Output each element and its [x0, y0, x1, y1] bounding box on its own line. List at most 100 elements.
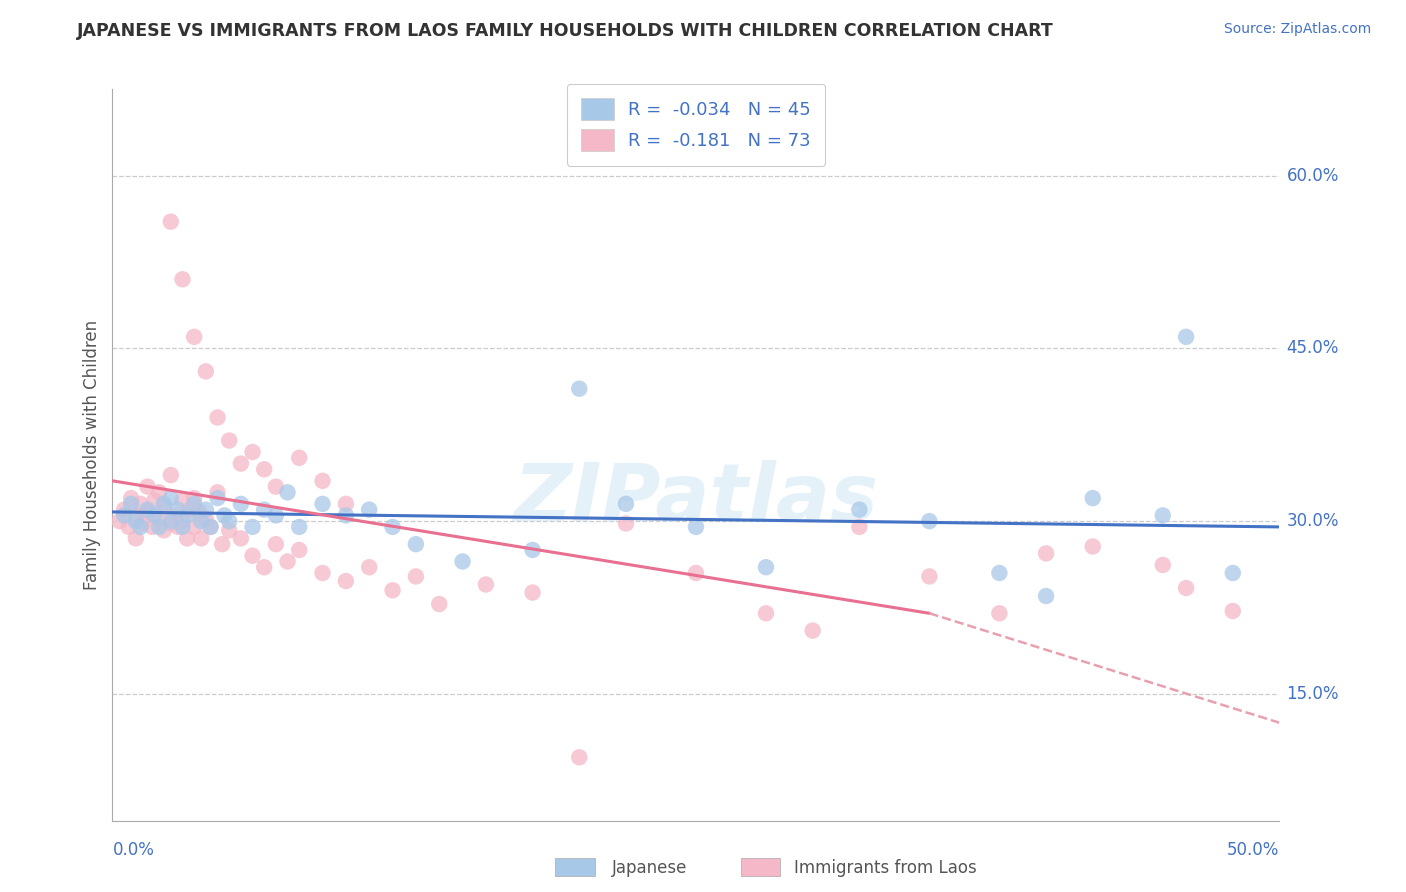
- Point: [755, 607, 778, 621]
- Point: [166, 502, 188, 516]
- Point: [141, 520, 163, 534]
- Point: [211, 537, 233, 551]
- Point: [918, 569, 941, 583]
- Point: [136, 480, 159, 494]
- Point: [132, 516, 155, 531]
- Point: [522, 543, 544, 558]
- Point: [125, 508, 148, 523]
- Point: [755, 560, 778, 574]
- Point: [183, 520, 205, 534]
- Point: [381, 520, 404, 534]
- Point: [200, 520, 222, 534]
- Point: [311, 474, 333, 488]
- Point: [1081, 491, 1104, 505]
- Point: [218, 524, 240, 538]
- Point: [1035, 546, 1057, 560]
- Point: [242, 445, 264, 459]
- Point: [153, 500, 176, 515]
- Point: [108, 514, 131, 528]
- Point: [335, 574, 357, 588]
- Point: [143, 508, 166, 523]
- Text: 15.0%: 15.0%: [1286, 685, 1339, 703]
- Point: [176, 508, 198, 523]
- Point: [207, 491, 229, 505]
- Point: [475, 577, 498, 591]
- Point: [614, 516, 637, 531]
- Point: [988, 607, 1011, 621]
- Point: [136, 505, 159, 519]
- Point: [194, 502, 217, 516]
- Point: [160, 468, 183, 483]
- Point: [165, 508, 187, 523]
- Point: [160, 514, 183, 528]
- Point: [125, 532, 148, 546]
- Point: [288, 543, 311, 558]
- Point: [242, 520, 264, 534]
- Point: [200, 520, 222, 534]
- Point: [194, 512, 217, 526]
- Point: [276, 485, 298, 500]
- Point: [918, 514, 941, 528]
- Point: [1175, 330, 1198, 344]
- Point: [1175, 581, 1198, 595]
- Point: [359, 502, 381, 516]
- Y-axis label: Family Households with Children: Family Households with Children: [83, 320, 101, 590]
- Point: [229, 532, 252, 546]
- Point: [427, 597, 450, 611]
- Point: [218, 514, 240, 528]
- Point: [381, 583, 404, 598]
- Point: [614, 497, 637, 511]
- Text: JAPANESE VS IMMIGRANTS FROM LAOS FAMILY HOUSEHOLDS WITH CHILDREN CORRELATION CHA: JAPANESE VS IMMIGRANTS FROM LAOS FAMILY …: [77, 22, 1054, 40]
- Point: [190, 532, 212, 546]
- Point: [183, 497, 205, 511]
- Point: [112, 508, 135, 523]
- Point: [253, 462, 276, 476]
- Point: [207, 485, 229, 500]
- Point: [125, 514, 148, 528]
- Point: [148, 485, 170, 500]
- Point: [276, 554, 298, 568]
- Point: [335, 497, 357, 511]
- Point: [253, 502, 276, 516]
- Point: [264, 537, 287, 551]
- Point: [848, 520, 870, 534]
- Point: [522, 585, 544, 599]
- Point: [801, 624, 824, 638]
- Point: [207, 410, 229, 425]
- Point: [172, 272, 194, 286]
- Point: [311, 566, 333, 580]
- Point: [153, 524, 176, 538]
- Point: [218, 434, 240, 448]
- Point: [229, 457, 252, 471]
- Point: [153, 497, 176, 511]
- Point: [112, 502, 135, 516]
- Point: [214, 508, 236, 523]
- Point: [568, 382, 591, 396]
- Text: 45.0%: 45.0%: [1286, 339, 1339, 358]
- Point: [129, 520, 152, 534]
- Point: [118, 520, 141, 534]
- Point: [242, 549, 264, 563]
- Text: 0.0%: 0.0%: [112, 841, 155, 859]
- Point: [1152, 558, 1174, 572]
- Point: [988, 566, 1011, 580]
- Point: [120, 497, 142, 511]
- Point: [288, 450, 311, 465]
- Point: [1222, 604, 1244, 618]
- Point: [335, 508, 357, 523]
- Point: [359, 560, 381, 574]
- Point: [179, 502, 201, 516]
- Point: [183, 330, 205, 344]
- Text: Source: ZipAtlas.com: Source: ZipAtlas.com: [1223, 22, 1371, 37]
- Point: [451, 554, 474, 568]
- Point: [143, 493, 166, 508]
- Point: [166, 520, 188, 534]
- Text: Japanese: Japanese: [612, 859, 688, 877]
- Legend: R =  -0.034   N = 45, R =  -0.181   N = 73: R = -0.034 N = 45, R = -0.181 N = 73: [567, 84, 825, 166]
- Point: [194, 364, 217, 378]
- Text: Immigrants from Laos: Immigrants from Laos: [794, 859, 977, 877]
- Point: [685, 520, 707, 534]
- Point: [848, 502, 870, 516]
- Point: [190, 514, 212, 528]
- Point: [148, 520, 170, 534]
